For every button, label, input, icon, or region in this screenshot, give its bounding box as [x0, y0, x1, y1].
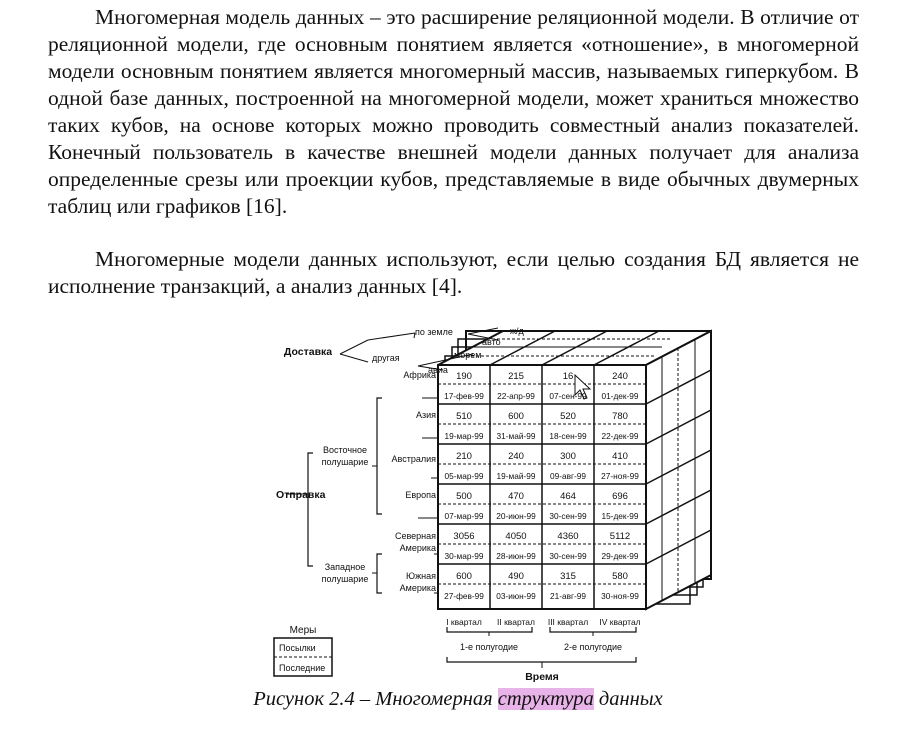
- half-year-1-label: 1-е полугодие: [460, 642, 518, 652]
- cell-value: 5112: [610, 531, 630, 542]
- quarter-1-label: I квартал: [446, 617, 482, 627]
- delivery-option-rail: ж/д: [510, 326, 525, 336]
- quarter-3-label: III квартал: [548, 617, 588, 627]
- cell-value: 490: [508, 571, 524, 582]
- cell-value: 470: [508, 491, 524, 502]
- cell-date: 01-дек-99: [601, 391, 638, 401]
- cell-date: 09-авг-99: [550, 471, 586, 481]
- cell-date: 31-май-99: [497, 431, 536, 441]
- cell-value: 464: [560, 491, 576, 502]
- delivery-option-sea: морем: [454, 350, 481, 360]
- cell-date: 30-сен-99: [549, 511, 587, 521]
- cell-date: 21-авг-99: [550, 591, 586, 601]
- cell-value: 215: [508, 371, 524, 382]
- cell-date: 22-апр-99: [497, 391, 535, 401]
- paragraph-2: Многомерные модели данных используют, ес…: [48, 247, 859, 298]
- cell-date: 30-мар-99: [445, 551, 484, 561]
- west-hemisphere-line1: Западное: [325, 562, 366, 572]
- half-year-2-label: 2-е полугодие: [564, 642, 622, 652]
- cell-value: 410: [612, 451, 628, 462]
- west-hemisphere-line2: полушарие: [322, 574, 369, 584]
- cell-value: 600: [508, 411, 524, 422]
- cell-date: 19-мар-99: [445, 431, 484, 441]
- cell-date: 15-дек-99: [601, 511, 638, 521]
- region-label: Африка: [403, 370, 436, 380]
- cell-value: 300: [560, 451, 576, 462]
- region-label: Америка: [400, 583, 436, 593]
- east-hemisphere-line1: Восточное: [323, 445, 367, 455]
- measures-title: Меры: [290, 625, 317, 636]
- cell-value: 580: [612, 571, 628, 582]
- delivery-label: Доставка: [284, 346, 332, 358]
- cell-value: 210: [456, 451, 472, 462]
- delivery-option-air: авиа: [428, 365, 448, 375]
- cell-date: 03-июн-99: [496, 591, 536, 601]
- mouse-cursor-icon: [574, 373, 592, 400]
- cell-date: 29-дек-99: [601, 551, 638, 561]
- region-label: Европа: [405, 490, 436, 500]
- measures-item-parcels: Посылки: [279, 643, 316, 653]
- cell-value: 315: [560, 571, 576, 582]
- cell-date: 19-май-99: [497, 471, 536, 481]
- time-label: Время: [525, 671, 559, 683]
- cell-value: 190: [456, 371, 472, 382]
- delivery-option-other: другая: [372, 353, 400, 363]
- measures-item-latest: Последние: [279, 663, 325, 673]
- cell-value: 520: [560, 411, 576, 422]
- caption-text-before: Рисунок 2.4 – Многомерная: [253, 688, 498, 710]
- cell-date: 22-дек-99: [601, 431, 638, 441]
- delivery-option-ground: по земле: [415, 327, 453, 337]
- region-label: Азия: [416, 410, 436, 420]
- cell-date: 05-мар-99: [445, 471, 484, 481]
- cell-value: 510: [456, 411, 472, 422]
- cell-value: 16: [563, 371, 574, 382]
- cell-date: 17-фев-99: [444, 391, 484, 401]
- east-hemisphere-line2: полушарие: [322, 457, 369, 467]
- cell-date: 28-июн-99: [496, 551, 536, 561]
- shipment-label: Отправка: [276, 489, 326, 501]
- caption-text-after: данных: [593, 688, 663, 710]
- cell-value: 500: [456, 491, 472, 502]
- delivery-option-auto: авто: [482, 337, 501, 347]
- cell-date: 27-фев-99: [444, 591, 484, 601]
- cell-date: 27-ноя-99: [601, 471, 639, 481]
- quarter-2-label: II квартал: [497, 617, 535, 627]
- cell-value: 3056: [453, 531, 474, 542]
- cell-date: 30-ноя-99: [601, 591, 639, 601]
- cell-date: 20-июн-99: [496, 511, 536, 521]
- cell-value: 780: [612, 411, 628, 422]
- region-label: Австралия: [392, 454, 437, 464]
- cell-value: 240: [508, 451, 524, 462]
- cell-value: 4360: [557, 531, 578, 542]
- cell-value: 240: [612, 371, 628, 382]
- region-label: Америка: [400, 543, 436, 553]
- cell-date: 07-сен-99: [549, 391, 587, 401]
- cell-value: 600: [456, 571, 472, 582]
- paragraph-1: Многомерная модель данных – это расширен…: [48, 5, 859, 218]
- cell-date: 18-сен-99: [549, 431, 587, 441]
- cell-value: 4050: [505, 531, 526, 542]
- region-label: Северная: [395, 531, 436, 541]
- figure-caption: Рисунок 2.4 – Многомерная структура данн…: [0, 688, 916, 711]
- cell-value: 696: [612, 491, 628, 502]
- cell-date: 30-сен-99: [549, 551, 587, 561]
- cell-date: 07-мар-99: [445, 511, 484, 521]
- region-label: Южная: [406, 571, 436, 581]
- quarter-4-label: IV квартал: [599, 617, 640, 627]
- caption-highlighted-word: структура: [497, 688, 594, 710]
- multidimensional-cube-figure: Доставка по земле ж/д авто другая морем …: [273, 326, 712, 683]
